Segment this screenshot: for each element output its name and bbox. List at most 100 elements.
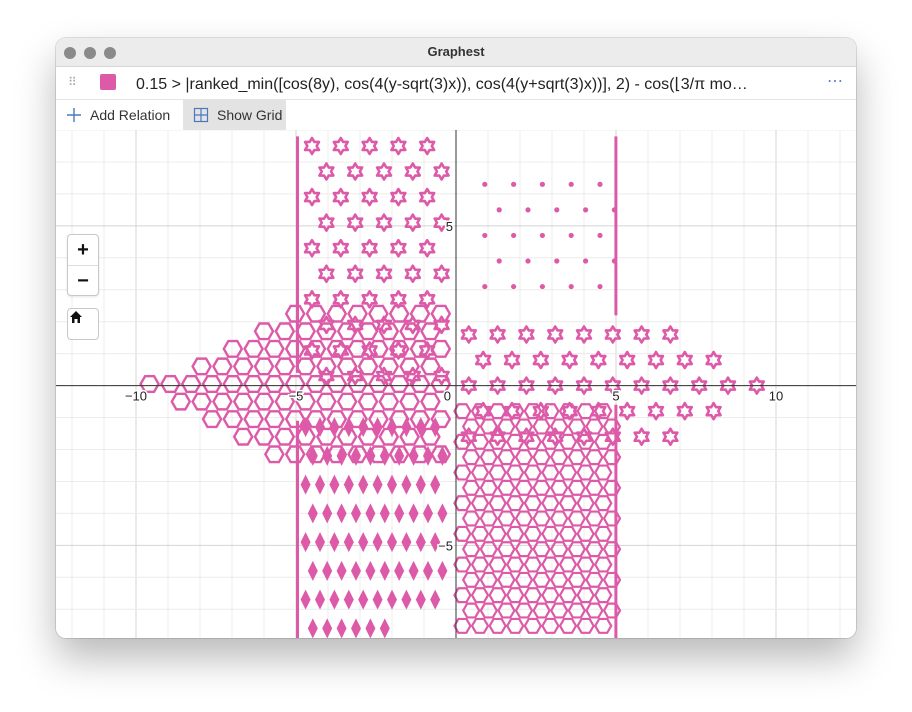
hex-mark bbox=[326, 339, 348, 358]
star-mark bbox=[460, 427, 478, 447]
star-mark bbox=[318, 264, 335, 284]
hex-mark bbox=[326, 304, 348, 323]
star-mark bbox=[618, 401, 636, 421]
region-edge bbox=[296, 136, 299, 373]
graph-canvas[interactable]: −10 −5 0 5 10 5 −5 + − bbox=[56, 130, 856, 638]
hexagram-mark bbox=[497, 479, 516, 496]
star-mark bbox=[561, 401, 578, 421]
hexagram-mark bbox=[558, 587, 578, 604]
hexagram-mark bbox=[488, 525, 507, 542]
diamond-mark bbox=[423, 560, 433, 581]
hexagram-mark bbox=[453, 433, 472, 450]
hexagram-mark bbox=[593, 495, 613, 512]
diamond-mark bbox=[322, 503, 333, 524]
hexagram-mark bbox=[532, 541, 551, 558]
star-mark bbox=[361, 290, 378, 309]
hex-mark bbox=[243, 339, 264, 358]
hex-mark bbox=[347, 375, 368, 393]
diamond-mark bbox=[322, 618, 333, 638]
hexagram-mark bbox=[541, 433, 560, 450]
hexagram-mark bbox=[549, 418, 569, 435]
star-mark bbox=[346, 264, 364, 284]
diamond-mark bbox=[322, 445, 333, 466]
hex-mark bbox=[212, 392, 233, 411]
diamond-mark bbox=[336, 503, 347, 524]
hexagram-mark bbox=[505, 403, 525, 420]
star-mark bbox=[489, 325, 506, 344]
dot-mark bbox=[583, 258, 589, 264]
star-mark bbox=[676, 350, 694, 370]
hexagram-mark bbox=[593, 433, 613, 450]
star-mark bbox=[375, 162, 393, 181]
hexagram-mark bbox=[585, 571, 604, 588]
relation-expression-input[interactable]: 0.15 > |ranked_min([cos(8y), cos(4(y-sqr… bbox=[136, 76, 748, 93]
diamond-mark bbox=[423, 503, 433, 524]
hexagram-mark bbox=[514, 449, 534, 466]
hexagram-mark bbox=[514, 571, 534, 588]
diamond-mark bbox=[365, 445, 376, 466]
close-window-button[interactable] bbox=[64, 47, 76, 59]
zoom-in-button[interactable]: + bbox=[77, 238, 89, 261]
show-grid-button[interactable]: Show Grid bbox=[183, 100, 286, 130]
hexagram-mark bbox=[488, 556, 507, 573]
diamond-mark bbox=[430, 474, 441, 495]
hex-mark bbox=[316, 322, 337, 341]
hexagram-mark bbox=[541, 464, 560, 481]
hexagram-mark bbox=[470, 495, 490, 512]
hex-mark bbox=[368, 304, 389, 323]
hex-mark bbox=[420, 322, 441, 341]
grid-icon bbox=[193, 107, 209, 123]
hex-mark bbox=[368, 339, 389, 358]
hex-mark bbox=[357, 322, 379, 341]
hexagram-mark bbox=[567, 510, 587, 527]
hex-mark bbox=[388, 375, 410, 393]
hexagram-mark bbox=[585, 541, 604, 558]
hexagram-mark bbox=[541, 617, 560, 634]
reset-view-button[interactable] bbox=[67, 308, 99, 340]
diamond-mark bbox=[401, 532, 412, 553]
hex-mark bbox=[409, 304, 431, 323]
hex-mark bbox=[201, 375, 223, 393]
x-tick-label: 0 bbox=[444, 389, 451, 404]
hex-mark bbox=[212, 357, 233, 376]
hex-mark bbox=[305, 304, 327, 323]
dot-mark bbox=[554, 258, 560, 264]
hex-mark bbox=[399, 392, 420, 411]
plot-svg[interactable]: −10 −5 0 5 10 5 −5 bbox=[56, 130, 856, 638]
add-relation-button[interactable]: Add Relation bbox=[62, 100, 170, 130]
diamond-mark bbox=[329, 532, 340, 553]
hex-mark bbox=[222, 375, 244, 393]
star-mark bbox=[532, 350, 550, 370]
relation-color-swatch[interactable] bbox=[100, 74, 116, 90]
more-options-icon[interactable]: ⋯ bbox=[827, 73, 844, 90]
zoom-window-button[interactable] bbox=[104, 47, 116, 59]
hexagram-mark bbox=[514, 479, 534, 496]
zoom-out-button[interactable]: − bbox=[77, 269, 89, 292]
diamond-mark bbox=[315, 532, 325, 553]
dot-mark bbox=[539, 232, 545, 239]
minimize-window-button[interactable] bbox=[84, 47, 96, 59]
dot-mark bbox=[482, 283, 488, 290]
hex-mark bbox=[274, 392, 296, 411]
star-mark bbox=[474, 350, 492, 370]
star-mark bbox=[433, 162, 450, 181]
dot-mark bbox=[568, 181, 574, 187]
hex-mark bbox=[253, 392, 275, 411]
hexagram-mark bbox=[479, 571, 499, 588]
dot-mark bbox=[568, 283, 574, 290]
hex-mark bbox=[388, 339, 410, 358]
x-tick-label: −10 bbox=[125, 389, 147, 404]
hexagram-mark bbox=[541, 495, 560, 512]
star-mark bbox=[303, 238, 321, 258]
hexagram-mark bbox=[505, 617, 525, 634]
hexagram-mark bbox=[453, 403, 472, 420]
diamond-mark bbox=[351, 445, 361, 466]
star-mark bbox=[604, 427, 622, 447]
drag-handle-icon[interactable]: ⠿ bbox=[68, 75, 77, 89]
plus-icon bbox=[67, 108, 81, 122]
star-mark bbox=[719, 376, 737, 395]
diamond-mark bbox=[336, 618, 347, 638]
hex-mark bbox=[295, 357, 316, 376]
hexagram-mark bbox=[461, 449, 481, 466]
hex-mark bbox=[160, 375, 181, 393]
